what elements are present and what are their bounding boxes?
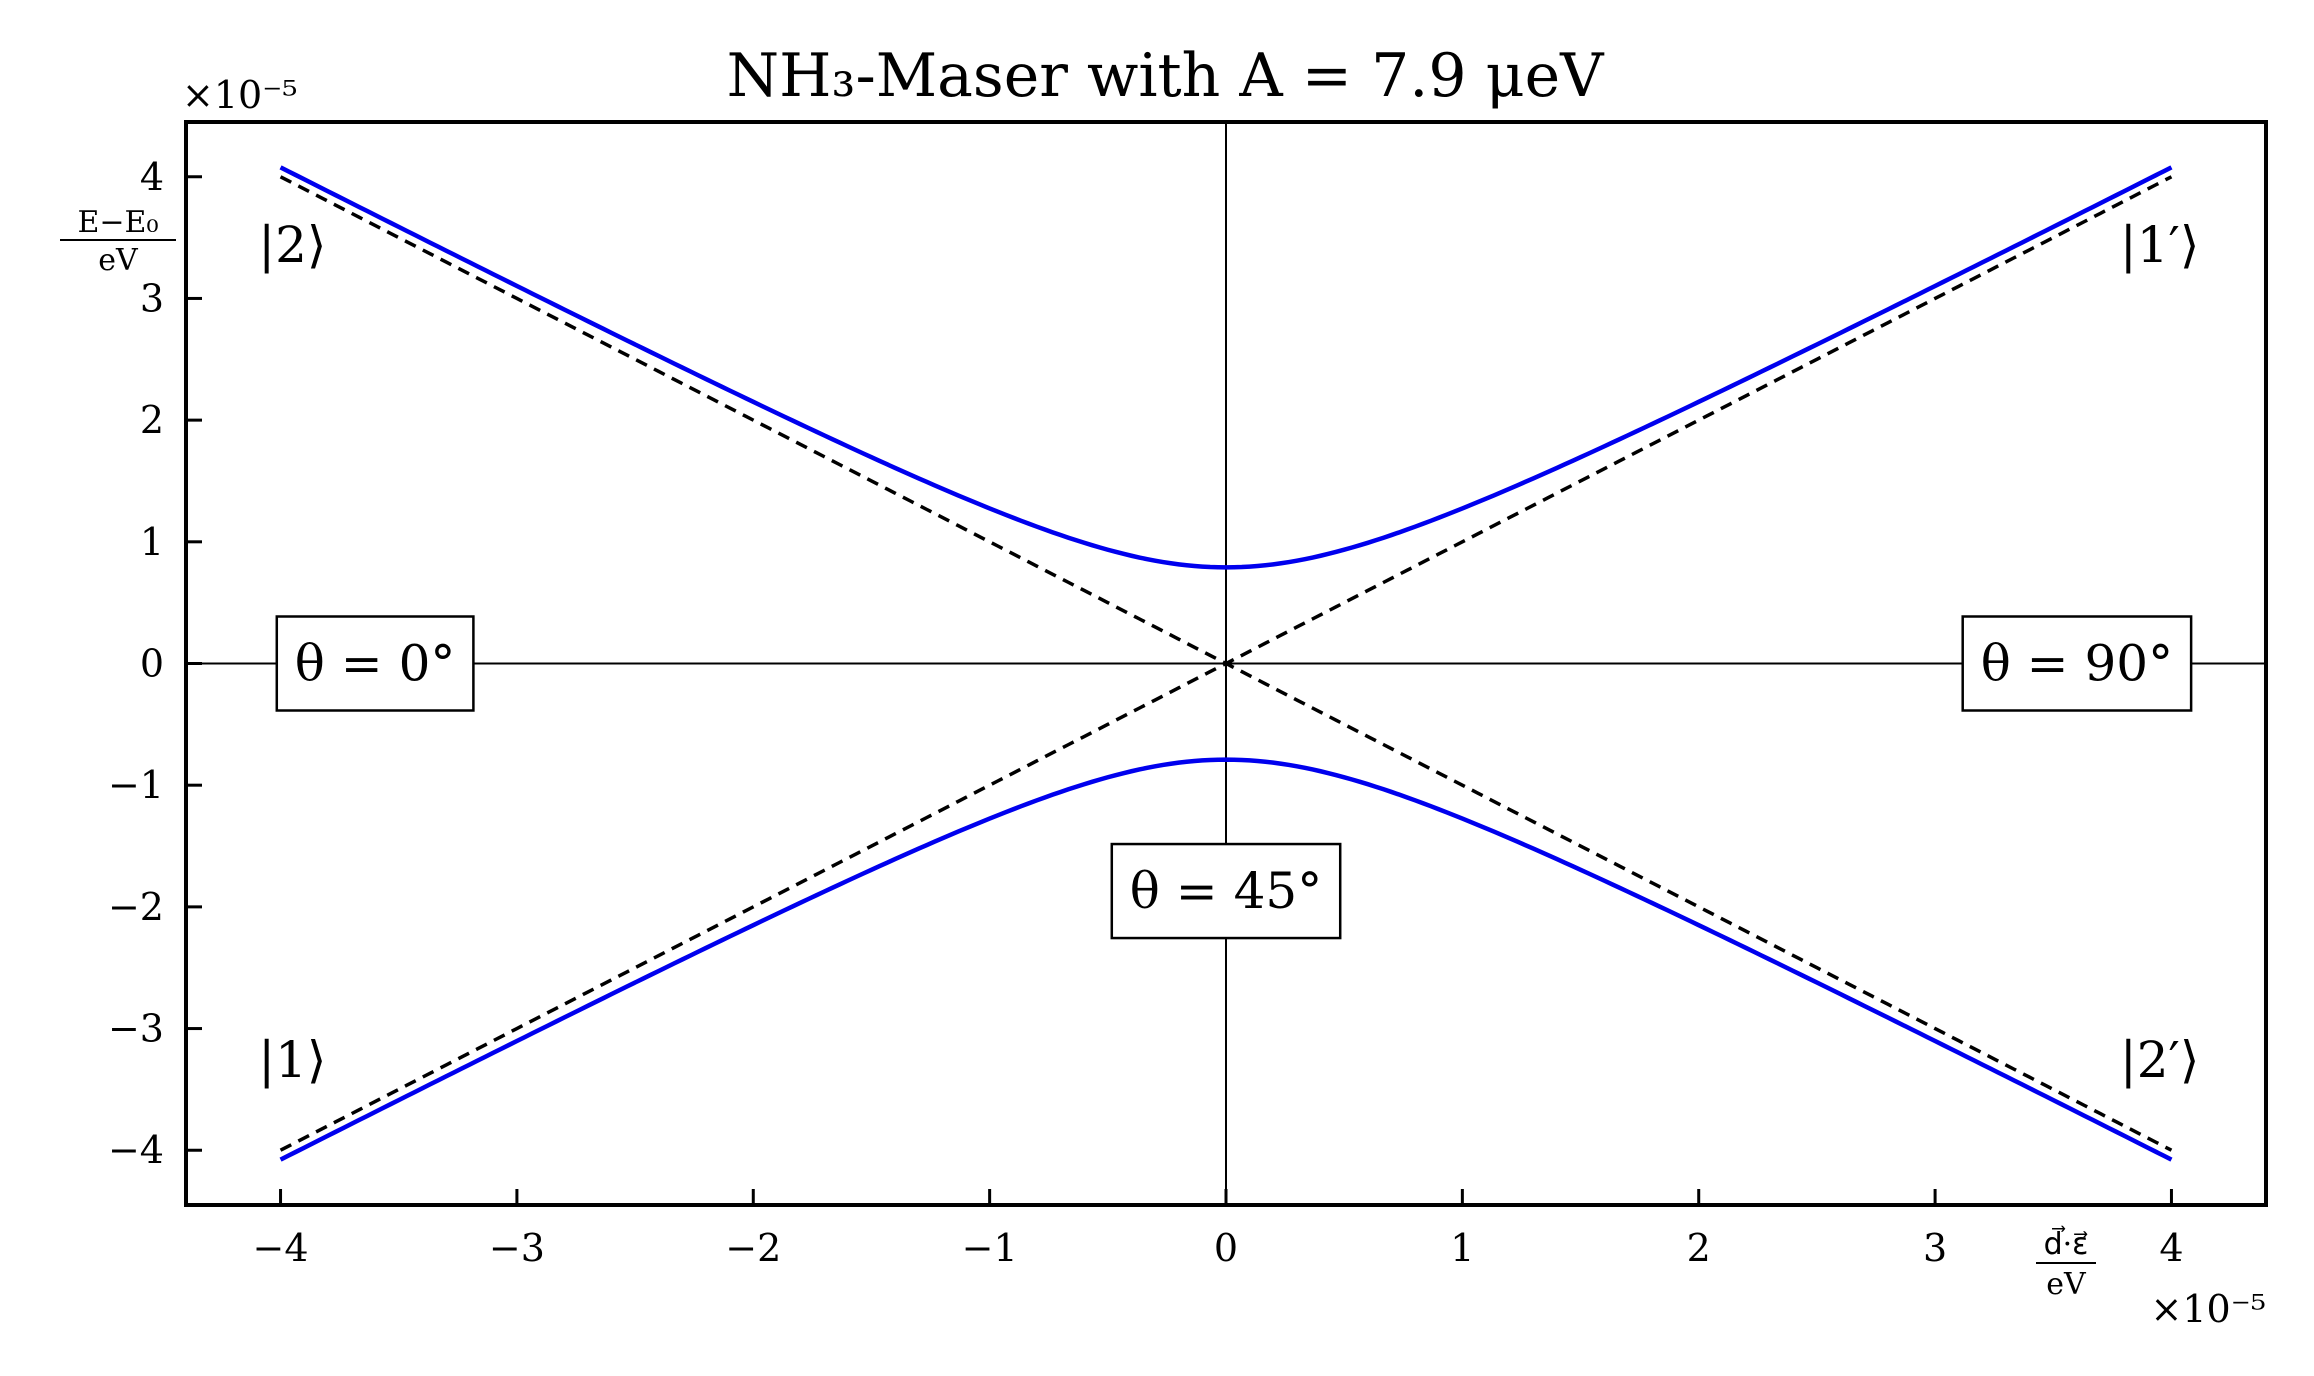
x-tick-label: −2 [725, 1226, 781, 1270]
angle-box: θ = 90° [1961, 615, 2193, 712]
y-tick-label: −3 [108, 1007, 164, 1051]
y-tick-label: −2 [108, 885, 164, 929]
state-label: |1⟩ [258, 1031, 326, 1089]
plot-lines [186, 122, 2266, 1205]
annotations: |2⟩ |1′⟩ |1⟩ |2′⟩ θ = 0° θ = 90° θ = 45° [258, 216, 2199, 1089]
angle-box-frame [275, 615, 475, 712]
x-tick-label: 3 [1923, 1226, 1947, 1270]
y-tick-label: 1 [140, 520, 164, 564]
state-label: |2⟩ [258, 216, 326, 274]
y-tick-label: 3 [140, 276, 164, 320]
state-label: |1′⟩ [2120, 216, 2200, 274]
x-multiplier: ×10⁻⁵ [2151, 1287, 2266, 1331]
x-label-numerator: d⃗·ε⃗ [2044, 1226, 2089, 1262]
angle-box-frame [1110, 842, 1342, 940]
angle-box: θ = 0° [275, 615, 475, 712]
chart-title: NH₃-Maser with A = 7.9 μeV [727, 41, 1606, 111]
x-tick-label: 0 [1214, 1226, 1238, 1270]
angle-box-label: θ = 0° [295, 635, 456, 693]
x-tick-label: −4 [253, 1226, 309, 1270]
y-tick-label: 0 [140, 642, 164, 686]
x-label-denominator: eV [2046, 1267, 2087, 1302]
angle-box-label: θ = 90° [1981, 635, 2173, 693]
angle-box-frame [1961, 615, 2193, 712]
y-tick-label: −4 [108, 1128, 164, 1172]
y-label-denominator: eV [98, 243, 139, 278]
angle-box-label: θ = 45° [1130, 862, 1322, 920]
lower-energy-curve [279, 757, 2173, 1162]
y-label-numerator: E−E₀ [78, 205, 159, 240]
x-tick-label: 1 [1450, 1226, 1474, 1270]
angle-box: θ = 45° [1110, 842, 1342, 940]
upper-energy-curve [279, 165, 2173, 570]
x-tick-label: 2 [1687, 1226, 1711, 1270]
y-tick-label: −1 [108, 763, 164, 807]
x-tick-label: 4 [2159, 1226, 2183, 1270]
y-tick-label: 2 [140, 398, 164, 442]
x-tick-label: −1 [962, 1226, 1018, 1270]
dashed-asymptote-falling [279, 175, 2173, 1152]
state-label: |2′⟩ [2120, 1031, 2200, 1089]
ticks: −4 −3 −2 −1 0 1 2 3 4 −4 −3 −2 −1 0 1 2 3 4 [108, 155, 2184, 1270]
y-multiplier: ×10⁻⁵ [182, 73, 297, 117]
x-tick-label: −3 [489, 1226, 545, 1270]
y-tick-label: 4 [140, 155, 164, 199]
